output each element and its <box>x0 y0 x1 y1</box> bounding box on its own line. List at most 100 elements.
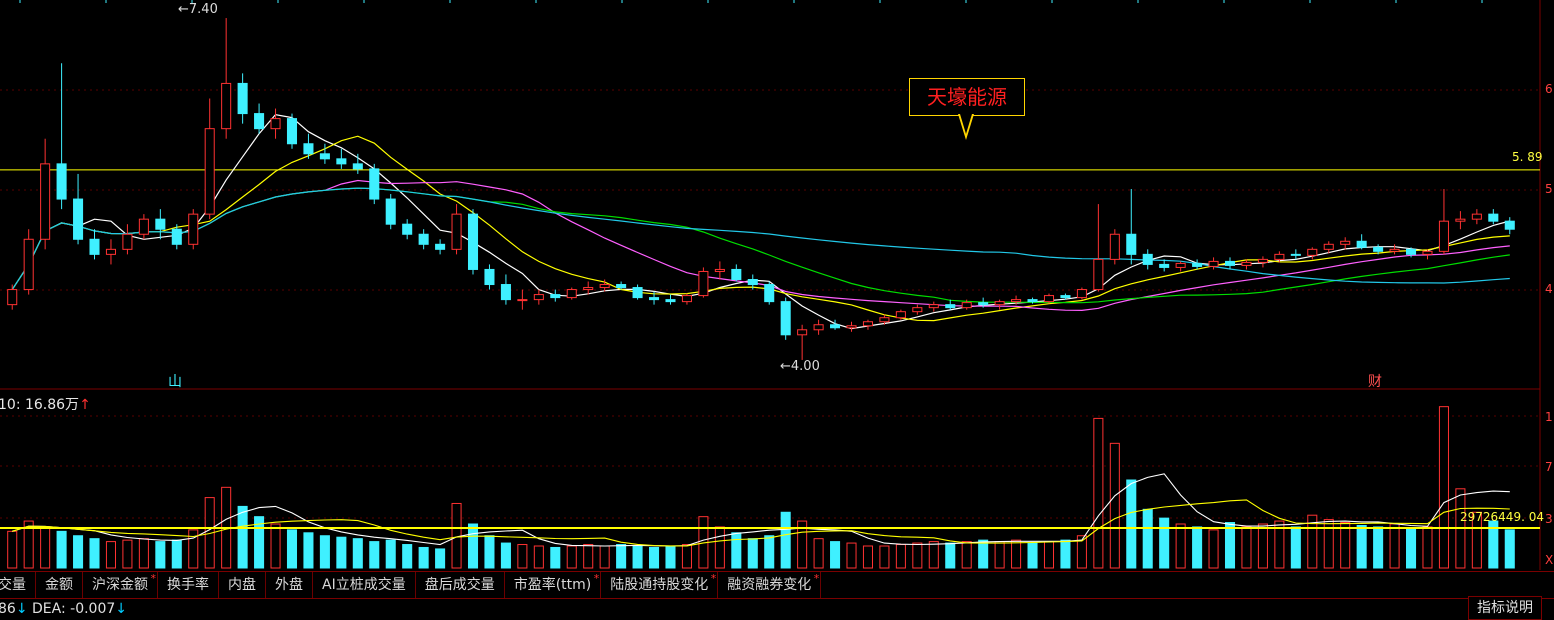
candle-body <box>714 268 725 272</box>
candle <box>23 229 34 295</box>
volume-tick-1: 1 <box>1545 410 1553 424</box>
tab-turnover[interactable]: 换手率 <box>158 572 219 598</box>
volume-bar <box>418 546 429 569</box>
candle <box>895 309 906 320</box>
volume-bar <box>731 532 742 569</box>
candle <box>1175 261 1186 272</box>
candle <box>1471 209 1482 225</box>
candle <box>40 138 51 250</box>
candle-body <box>254 113 265 130</box>
candlestick-series <box>7 18 1515 360</box>
candle <box>1241 259 1252 270</box>
volume-bar <box>978 539 989 569</box>
candle <box>336 148 347 169</box>
tab-hk-connect[interactable]: 陆股通持股变化 * <box>601 572 719 598</box>
candle <box>155 209 166 240</box>
candle-body <box>221 82 232 130</box>
tab-after-hours-volume[interactable]: 盘后成交量 <box>416 572 505 598</box>
candle <box>385 194 396 230</box>
candle-body <box>89 238 100 255</box>
volume-bar <box>912 542 923 569</box>
candle <box>188 209 199 250</box>
volume-tick-x: X <box>1545 553 1554 567</box>
volume-bar <box>270 523 281 569</box>
candle <box>1192 259 1203 270</box>
tab-ai-volume[interactable]: AI立桩成交量 <box>313 572 416 598</box>
candle <box>1093 204 1104 292</box>
candle-body <box>1060 295 1071 299</box>
volume-bar <box>336 536 347 569</box>
candle-body <box>1208 260 1219 267</box>
volume-bar <box>1208 529 1219 569</box>
indicator-help-button[interactable]: 指标说明 <box>1468 596 1542 620</box>
volume-bar <box>1488 520 1499 569</box>
volume-bar <box>1373 526 1384 569</box>
candle <box>1406 247 1417 258</box>
candle-body <box>1488 213 1499 222</box>
candle <box>731 264 742 282</box>
tab-amount[interactable]: 金额 <box>36 572 83 598</box>
candle-body <box>599 284 610 289</box>
volume-bar <box>1175 523 1186 569</box>
candle <box>961 299 972 310</box>
candle-body <box>681 295 692 303</box>
star-icon: * <box>150 572 157 585</box>
volume-bar <box>1274 520 1285 569</box>
volume-bar <box>484 535 495 569</box>
candle <box>1389 244 1400 255</box>
candle <box>1224 257 1236 270</box>
candle-body <box>1192 262 1203 267</box>
chart-grid <box>0 0 1541 570</box>
candle <box>105 239 116 265</box>
tab-inner[interactable]: 内盘 <box>219 572 266 598</box>
candle <box>1208 257 1219 270</box>
volume-bar <box>40 526 51 569</box>
candle-body <box>895 311 906 319</box>
tab-outer[interactable]: 外盘 <box>266 572 313 598</box>
event-mark-left: 山 <box>168 374 182 390</box>
volume-bar <box>56 530 67 569</box>
candle-body <box>665 299 676 303</box>
candle <box>1307 247 1318 260</box>
macd-readout: 86↓ DEA: -0.007↓ <box>0 601 128 617</box>
candle-body <box>1027 299 1038 303</box>
volume-bar <box>665 545 676 569</box>
candle-body <box>286 118 298 145</box>
callout-pointer-inner <box>960 114 972 134</box>
price-tick-5: 5 <box>1545 182 1553 196</box>
volume-bar <box>1504 529 1515 569</box>
volume-bar <box>467 523 479 569</box>
candle-body <box>369 168 380 200</box>
candle-body <box>73 198 84 240</box>
volume-bar <box>1422 526 1433 569</box>
tab-hs-amount[interactable]: 沪深金额 * <box>83 572 158 598</box>
candle <box>928 301 939 312</box>
tab-pe-ttm[interactable]: 市盈率(ttm) * <box>505 572 602 598</box>
candle-body <box>40 163 51 240</box>
volume-ref-label: 29726449. 04 <box>1460 510 1544 524</box>
volume-bar <box>7 530 18 569</box>
candle-body <box>566 289 577 299</box>
tab-margin[interactable]: 融资融券变化 * <box>718 572 822 598</box>
tab-volume[interactable]: 交量 <box>0 572 36 598</box>
volume-bar <box>681 544 692 569</box>
candle-body <box>237 82 248 115</box>
candle <box>1027 297 1038 304</box>
ref-price-label: 5. 89 <box>1512 150 1543 164</box>
ma20-line <box>11 179 1510 312</box>
candle <box>1142 249 1153 270</box>
volume-bar <box>1192 526 1203 569</box>
candle <box>56 63 67 210</box>
candle <box>517 289 528 310</box>
volume-bar <box>23 520 34 569</box>
candle-body <box>764 284 775 303</box>
candle <box>846 321 857 332</box>
volume-bar <box>879 545 890 569</box>
candle-body <box>484 268 495 286</box>
volume-bar <box>830 541 841 569</box>
candle-body <box>780 301 791 336</box>
candle <box>1504 217 1515 235</box>
volume-bar <box>122 539 133 569</box>
volume-bar <box>1142 508 1153 569</box>
volume-tick-3: 3 <box>1545 512 1553 526</box>
